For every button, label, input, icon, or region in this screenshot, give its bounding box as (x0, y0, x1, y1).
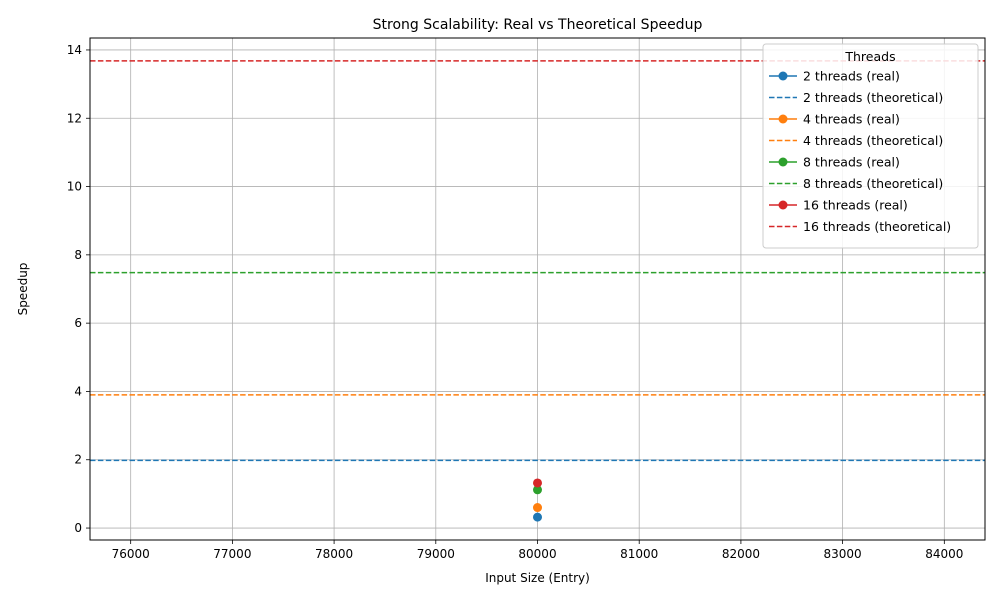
y-axis-ticks: 0 2 4 6 8 10 12 14 (67, 43, 90, 535)
y-tick-label: 14 (67, 43, 82, 57)
y-tick-label: 12 (67, 111, 82, 125)
legend: Threads 2 threads (real) 2 threads (theor… (762, 43, 979, 249)
y-tick-label: 4 (74, 384, 82, 398)
x-axis-label: Input Size (Entry) (485, 571, 590, 585)
x-tick-label: 81000 (620, 547, 658, 561)
x-tick-label: 78000 (315, 547, 353, 561)
y-tick-label: 10 (67, 180, 82, 194)
real-points (533, 478, 542, 522)
y-tick-label: 0 (74, 521, 82, 535)
x-tick-label: 79000 (417, 547, 455, 561)
x-tick-label: 84000 (925, 547, 963, 561)
legend-box (762, 43, 979, 249)
legend-handle-marker (778, 71, 788, 81)
legend-label: 4 threads (theoretical) (803, 133, 943, 148)
x-tick-label: 82000 (722, 547, 760, 561)
legend-label: 2 threads (theoretical) (803, 90, 943, 105)
legend-title: Threads (844, 49, 895, 64)
real-point-4 (533, 485, 542, 495)
y-tick-label: 6 (74, 316, 82, 330)
x-tick-label: 80000 (518, 547, 556, 561)
real-point-2 (533, 503, 542, 513)
y-tick-label: 8 (74, 248, 82, 262)
x-tick-label: 76000 (112, 547, 150, 561)
legend-label: 4 threads (real) (803, 112, 900, 127)
real-point-6 (533, 478, 542, 488)
legend-handle-marker (778, 200, 788, 210)
legend-label: 8 threads (theoretical) (803, 176, 943, 191)
x-axis-ticks: 76000 77000 78000 79000 80000 81000 82000 83000… (112, 540, 963, 561)
y-tick-label: 2 (74, 453, 82, 467)
y-axis-label: Speedup (16, 263, 30, 316)
real-point-0 (533, 512, 542, 522)
legend-handle-marker (778, 157, 788, 167)
legend-label: 16 threads (real) (803, 198, 908, 213)
legend-handle-marker (778, 114, 788, 124)
legend-entries: 2 threads (real) 2 threads (theoretical) 4… (769, 69, 951, 234)
chart-title: Strong Scalability: Real vs Theoretical … (373, 17, 703, 33)
legend-label: 16 threads (theoretical) (803, 219, 951, 234)
x-tick-label: 83000 (824, 547, 862, 561)
x-tick-label: 77000 (213, 547, 251, 561)
legend-label: 8 threads (real) (803, 155, 900, 170)
legend-label: 2 threads (real) (803, 69, 900, 84)
